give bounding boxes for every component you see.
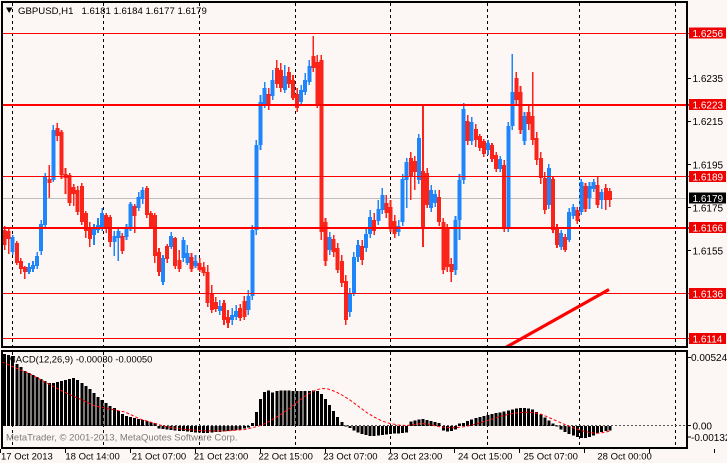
svg-text:1.6179: 1.6179 <box>693 194 724 205</box>
svg-text:28 Oct 00:00: 28 Oct 00:00 <box>597 452 651 463</box>
svg-text:1.6195: 1.6195 <box>693 160 724 171</box>
svg-text:MetaTrader, © 2001-2013, MetaQ: MetaTrader, © 2001-2013, MetaQuotes Soft… <box>6 433 238 444</box>
svg-text:18 Oct 14:00: 18 Oct 14:00 <box>65 452 119 463</box>
svg-text:23 Oct 23:00: 23 Oct 23:00 <box>388 452 442 463</box>
svg-text:25 Oct 07:00: 25 Oct 07:00 <box>524 452 578 463</box>
svg-text:17 Oct 2013: 17 Oct 2013 <box>1 452 53 463</box>
svg-text:1.6223: 1.6223 <box>693 101 724 112</box>
svg-text:21 Oct 07:00: 21 Oct 07:00 <box>132 452 186 463</box>
svg-text:1.6235: 1.6235 <box>693 74 724 85</box>
svg-text:-0.00132: -0.00132 <box>691 433 727 444</box>
svg-text:1.6136: 1.6136 <box>693 290 724 301</box>
svg-text:24 Oct 15:00: 24 Oct 15:00 <box>458 452 512 463</box>
svg-text:1.6166: 1.6166 <box>693 224 724 235</box>
svg-text:1.6256: 1.6256 <box>693 29 724 40</box>
svg-text:0.00524: 0.00524 <box>691 353 727 364</box>
svg-text:23 Oct 07:00: 23 Oct 07:00 <box>323 452 377 463</box>
svg-text:1.6215: 1.6215 <box>693 117 724 128</box>
svg-text:1.6189: 1.6189 <box>693 173 724 184</box>
svg-text:22 Oct 15:00: 22 Oct 15:00 <box>259 452 313 463</box>
svg-text:0.00: 0.00 <box>693 422 713 433</box>
svg-text:1.6114: 1.6114 <box>693 335 723 346</box>
svg-text:1.6155: 1.6155 <box>693 247 724 258</box>
svg-text:1.6175: 1.6175 <box>693 203 724 214</box>
svg-text:MACD(12,26,9) -0.00030 -0.0005: MACD(12,26,9) -0.00030 -0.00050 <box>8 354 152 365</box>
svg-text:GBPUSD,H1 1.6181 1.6184 1.61: GBPUSD,H1 1.6181 1.6184 1.6177 1.6179 <box>18 6 207 17</box>
svg-text:21 Oct 23:00: 21 Oct 23:00 <box>194 452 248 463</box>
